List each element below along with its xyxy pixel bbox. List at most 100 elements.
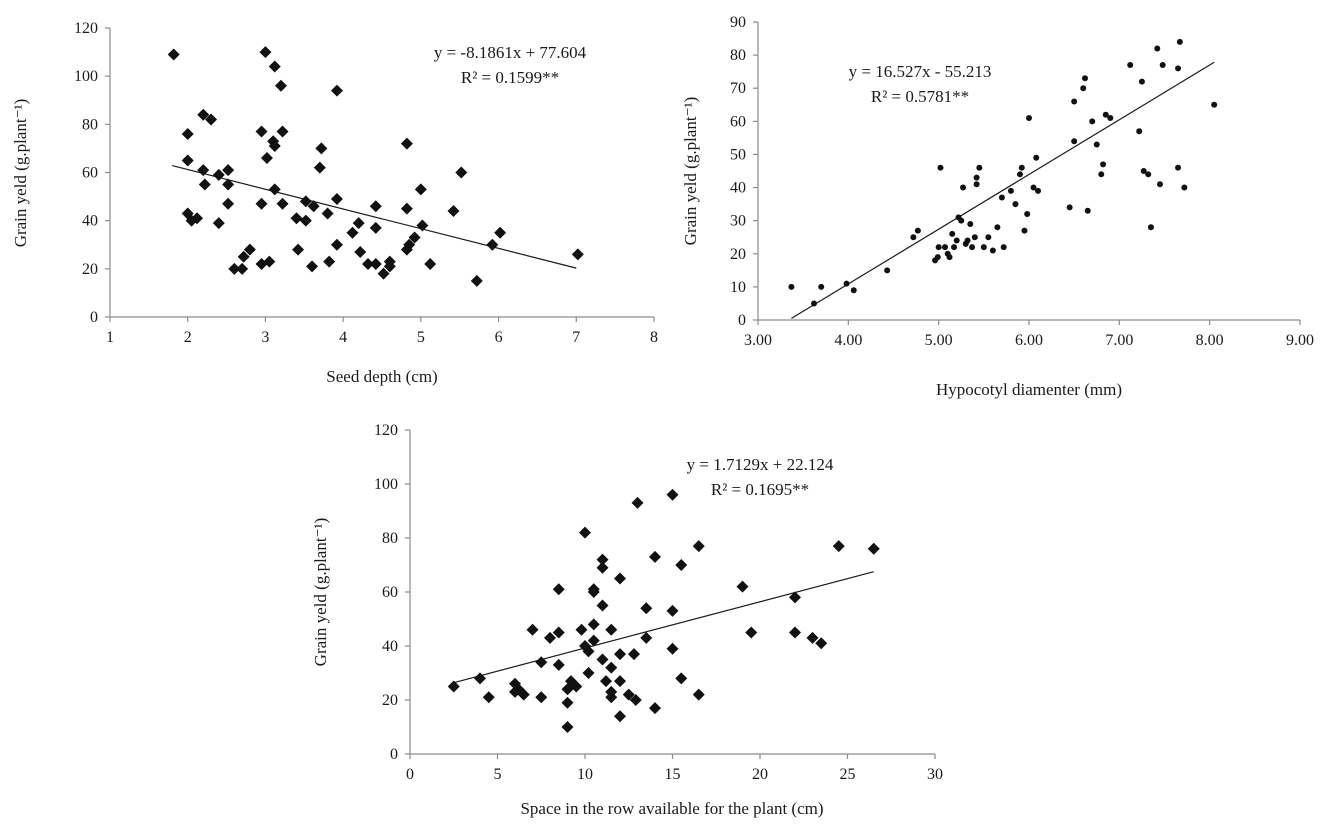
trendline (172, 165, 577, 269)
data-point (1066, 204, 1073, 211)
x-tick-label: 7 (572, 329, 580, 346)
data-point (369, 258, 382, 271)
data-point (960, 184, 967, 191)
r-squared-label: R² = 0.1599** (461, 68, 559, 87)
data-point (181, 127, 194, 140)
data-point (517, 688, 530, 701)
y-tick-label: 20 (82, 261, 98, 278)
data-point (408, 231, 421, 244)
y-tick-label: 0 (738, 312, 746, 329)
data-point (400, 137, 413, 150)
data-point (649, 550, 661, 563)
data-point (666, 488, 679, 501)
y-tick-label: 50 (730, 146, 746, 163)
data-point (964, 237, 971, 244)
data-point (1175, 65, 1182, 72)
data-point (330, 192, 343, 205)
data-point (1127, 62, 1134, 69)
data-point (985, 234, 992, 241)
data-point (494, 226, 507, 239)
data-point (561, 721, 574, 733)
data-point (416, 219, 429, 232)
data-point (236, 262, 249, 275)
data-point (867, 542, 880, 555)
data-point (268, 60, 281, 73)
r-squared-label: R² = 0.1695** (711, 480, 809, 499)
data-point (198, 178, 211, 191)
data-point (306, 260, 319, 273)
data-point (414, 183, 427, 196)
data-point (1089, 118, 1096, 125)
data-point (1007, 187, 1014, 194)
x-tick-label: 1 (106, 329, 114, 346)
data-point (973, 174, 980, 181)
data-point (587, 586, 600, 598)
data-point (937, 164, 944, 171)
data-point (614, 710, 626, 723)
x-tick-label: 8.00 (1196, 332, 1224, 349)
data-point (614, 648, 626, 661)
data-point (352, 217, 365, 230)
data-point (470, 274, 483, 287)
x-tick-label: 5.00 (925, 332, 953, 349)
x-tick-label: 5 (494, 766, 502, 783)
y-tick-label: 60 (382, 584, 398, 601)
data-point (263, 255, 276, 268)
data-point (222, 178, 235, 191)
r-squared-label: R² = 0.5781** (871, 87, 969, 106)
data-point (1033, 154, 1040, 161)
x-tick-label: 4.00 (834, 332, 862, 349)
x-tick-label: 4 (339, 329, 347, 346)
y-tick-label: 40 (82, 213, 98, 230)
data-point (1211, 101, 1218, 108)
data-point (447, 680, 460, 693)
x-axis-title: Seed depth (cm) (326, 367, 437, 386)
data-point (228, 262, 241, 275)
y-tick-label: 80 (82, 116, 98, 133)
data-point (1012, 201, 1019, 208)
y-tick-label: 80 (382, 530, 398, 547)
x-tick-label: 5 (417, 329, 425, 346)
data-point (994, 224, 1001, 231)
data-point (276, 125, 289, 138)
data-point (299, 214, 312, 227)
data-point (998, 194, 1005, 201)
data-point (806, 631, 819, 644)
y-tick-label: 120 (74, 20, 98, 37)
y-tick-label: 0 (390, 746, 398, 763)
data-point (605, 661, 618, 674)
data-point (582, 645, 595, 658)
data-point (666, 604, 679, 617)
y-axis-title: Grain yeld (g.plant⁻¹) (11, 99, 30, 248)
data-point (605, 623, 618, 636)
data-point (212, 217, 225, 230)
y-axis-title: Grain yeld (g.plant⁻¹) (681, 97, 700, 246)
regression-equation: y = 16.527x - 55.213 (849, 62, 992, 81)
data-point (1018, 164, 1025, 171)
data-point (1071, 138, 1078, 145)
data-point (552, 583, 565, 596)
data-point (976, 164, 983, 171)
data-point (640, 631, 653, 644)
data-point (605, 691, 618, 704)
data-point (1107, 115, 1114, 122)
data-point (571, 248, 584, 261)
data-point (362, 258, 375, 271)
y-tick-label: 10 (730, 279, 746, 296)
y-tick-label: 60 (730, 113, 746, 130)
data-point (403, 238, 416, 251)
data-point (666, 642, 679, 655)
data-point (600, 675, 612, 688)
x-tick-label: 8 (650, 329, 658, 346)
data-point (596, 599, 609, 612)
data-point (971, 234, 978, 241)
data-point (197, 108, 210, 121)
data-point (307, 200, 320, 213)
data-point (1024, 211, 1031, 218)
data-point (884, 267, 891, 274)
data-point (1147, 224, 1154, 231)
y-tick-label: 80 (730, 47, 746, 64)
data-point (614, 675, 626, 688)
data-point (482, 691, 495, 704)
